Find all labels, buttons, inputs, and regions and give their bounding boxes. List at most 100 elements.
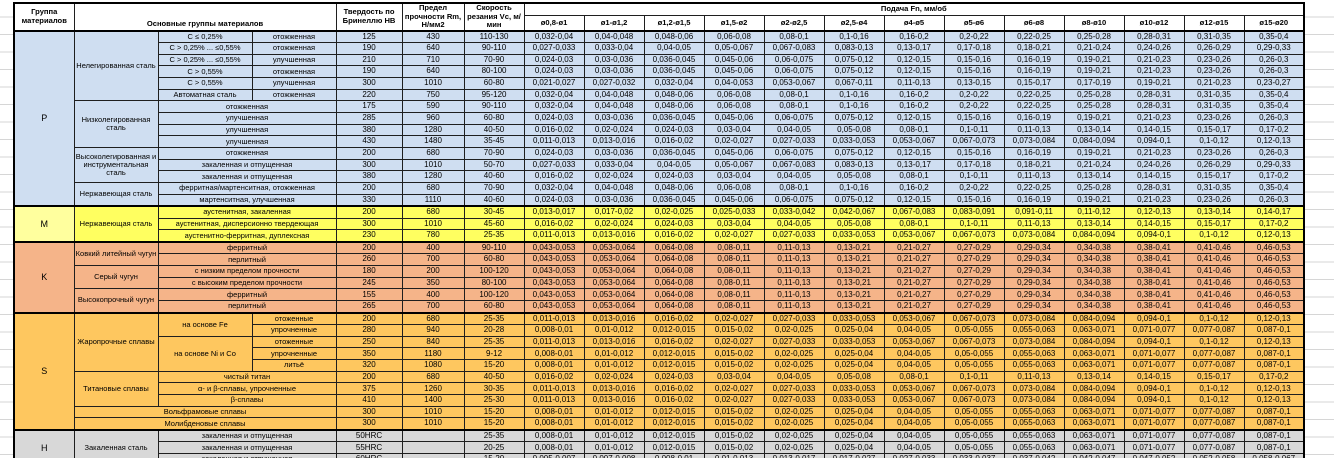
feed-cell: 0,12-0,15 xyxy=(883,112,945,125)
feed-cell: 0,16-0,2 xyxy=(883,29,945,43)
feed-cell: 0,08-0,1 xyxy=(763,88,825,102)
feed-cell: 0,015-0,02 xyxy=(703,359,765,372)
material-cell: C > 0,55% xyxy=(157,65,253,79)
feed-cell: 0,13-0,15 xyxy=(943,77,1005,90)
material-cell: аустенитная, закаленная xyxy=(157,205,337,219)
feed-cell: 0,033-0,053 xyxy=(823,382,885,396)
feed-cell: 0,048-0,06 xyxy=(643,88,705,102)
feed-cell: 0,084-0,094 xyxy=(1063,311,1125,326)
strength-cell: 680 xyxy=(401,182,465,195)
feed-cell: 0,14-0,17 xyxy=(1243,205,1305,219)
feed-cell: 0,075-0,12 xyxy=(823,65,885,79)
table-row: K Ковкий литейный чугун ферритный 200 400 90-… xyxy=(13,240,1305,314)
feed-cell: 0,025-0,04 xyxy=(823,441,885,455)
hardness-cell: 230 xyxy=(335,229,403,243)
feed-cell: 0,13-0,14 xyxy=(1063,170,1125,184)
feed-col-header: ø2-ø2,5 xyxy=(763,15,825,32)
table-row: Вольфрамовые сплавы 300 1010 15-20 0,008-0,0… xyxy=(14,405,1305,419)
feed-cell: 0,13-0,14 xyxy=(1063,217,1125,231)
feed-cell: 0,053-0,067 xyxy=(763,77,825,90)
feed-cell: 0,024-0,03 xyxy=(643,123,705,137)
feed-cell: 0,05-0,08 xyxy=(823,123,885,137)
speed-cell: 80-100 xyxy=(463,65,525,79)
feed-cell: 0,12-0,15 xyxy=(883,147,945,160)
speed-cell: 100-120 xyxy=(463,265,525,278)
table-row: перлитный 265 700 60-80 0,043-0,053 0,053-0,0… xyxy=(14,300,1305,314)
strength-cell: 1110 xyxy=(401,193,465,207)
feed-cell: 0,31-0,35 xyxy=(1183,29,1245,43)
feed-cell: 0,013-0,017 xyxy=(523,205,585,219)
feed-cell: 0,12-0,13 xyxy=(1243,229,1305,243)
feed-cell: 0,35-0,4 xyxy=(1243,182,1305,195)
feed-cell: 0,15-0,17 xyxy=(1003,77,1065,90)
strength-cell: 1480 xyxy=(401,135,465,149)
table-row: с высоким пределом прочности 245 350 80-100… xyxy=(14,276,1305,290)
feed-cell: 0,071-0,077 xyxy=(1123,428,1185,443)
table-row: H Закаленная сталь закаленная и отпущенная… xyxy=(13,428,1305,458)
hardness-cell: 300 xyxy=(335,405,403,419)
speed-cell: 15-20 xyxy=(463,405,525,419)
feed-cell: 0,35-0,4 xyxy=(1243,100,1305,114)
material-cell: ферритная/мартенситная, отожженная xyxy=(157,182,337,195)
feed-cell: 0,08-0,11 xyxy=(703,288,765,302)
feed-cell: 0,22-0,25 xyxy=(1003,182,1065,195)
speed-cell: 90-110 xyxy=(463,240,525,255)
strength-cell: 750 xyxy=(401,88,465,102)
feed-cell: 0,06-0,08 xyxy=(703,88,765,102)
feed-cell: 0,04-0,05 xyxy=(763,370,825,384)
feed-cell: 0,02-0,024 xyxy=(583,170,645,184)
right-sheet-gridlines xyxy=(1305,0,1334,458)
material-cell: с низким пределом прочности xyxy=(157,265,337,278)
hardness-cell: 200 xyxy=(335,147,403,160)
feed-cell: 0,016-0,02 xyxy=(643,135,705,149)
feed-cell: 0,24-0,26 xyxy=(1123,158,1185,172)
table-row: закаленная и отпущенная 380 1280 40-60 0,016… xyxy=(14,170,1305,184)
feed-col-header: ø1,2-ø1,5 xyxy=(643,15,705,32)
hardness-cell: 260 xyxy=(335,253,403,267)
group-label-cell: S xyxy=(13,311,75,431)
speed-cell: 70-90 xyxy=(463,147,525,160)
hardness-cell: 200 xyxy=(335,370,403,384)
feed-cell: 0,077-0,087 xyxy=(1183,324,1245,337)
table-row: упрочненные 350 1180 9-12 0,008-0,01 0,01-0,0… xyxy=(14,347,1305,361)
strength-cell: 350 xyxy=(401,276,465,290)
feed-cell: 0,024-0,03 xyxy=(643,170,705,184)
feed-cell: 0,077-0,087 xyxy=(1183,428,1245,443)
feed-cell: 0,032-0,04 xyxy=(643,77,705,90)
feed-cell: 0,13-0,17 xyxy=(883,158,945,172)
feed-cell: 0,094-0,1 xyxy=(1123,335,1185,349)
feed-cell: 0,23-0,26 xyxy=(1183,65,1245,79)
material-cell: закаленная и отпущенная xyxy=(157,170,337,184)
table-row: Автоматная сталь отожженная 220 750 95-120 0,… xyxy=(14,88,1305,102)
feed-cell: 0,048-0,06 xyxy=(643,182,705,195)
feed-cell: 0,26-0,3 xyxy=(1243,193,1305,207)
feed-cell: 0,21-0,27 xyxy=(883,300,945,314)
table-row: Молибденовые сплавы 300 1010 15-20 0,008-0,0… xyxy=(14,417,1305,431)
feed-cell: 0,027-0,032 xyxy=(583,77,645,90)
feed-cell: 0,087-0,1 xyxy=(1243,324,1305,337)
feed-cell: 0,15-0,16 xyxy=(943,147,1005,160)
feed-cell: 0,13-0,21 xyxy=(823,288,885,302)
feed-cell: 0,077-0,087 xyxy=(1183,441,1245,455)
feed-cell: 0,01-0,012 xyxy=(583,428,645,443)
feed-cell: 0,071-0,077 xyxy=(1123,359,1185,372)
speed-cell: 70-90 xyxy=(463,182,525,195)
feed-cell: 0,03-0,04 xyxy=(703,217,765,231)
strength-cell: 680 xyxy=(401,147,465,160)
feed-cell: 0,05-0,055 xyxy=(943,347,1005,361)
left-sheet-gridlines xyxy=(0,0,13,458)
feed-cell: 0,024-0,03 xyxy=(643,217,705,231)
strength-cell: 400 xyxy=(401,288,465,302)
cutting-data-table: Группа материалов Основные группы матери… xyxy=(13,2,1306,458)
feed-cell: 0,04-0,05 xyxy=(883,347,945,361)
feed-cell: 0,15-0,16 xyxy=(943,193,1005,207)
material-cell: на основе Fe xyxy=(157,311,253,337)
material-cell: β-сплавы xyxy=(157,394,337,407)
speed-cell: 35-45 xyxy=(463,135,525,149)
feed-cell: 0,13-0,14 xyxy=(1063,123,1125,137)
feed-cell: 0,04-0,05 xyxy=(763,217,825,231)
feed-cell: 0,027-0,033 xyxy=(763,135,825,149)
feed-cell: 0,25-0,28 xyxy=(1063,100,1125,114)
feed-cell: 0,17-0,18 xyxy=(943,158,1005,172)
feed-cell: 0,38-0,41 xyxy=(1123,253,1185,267)
